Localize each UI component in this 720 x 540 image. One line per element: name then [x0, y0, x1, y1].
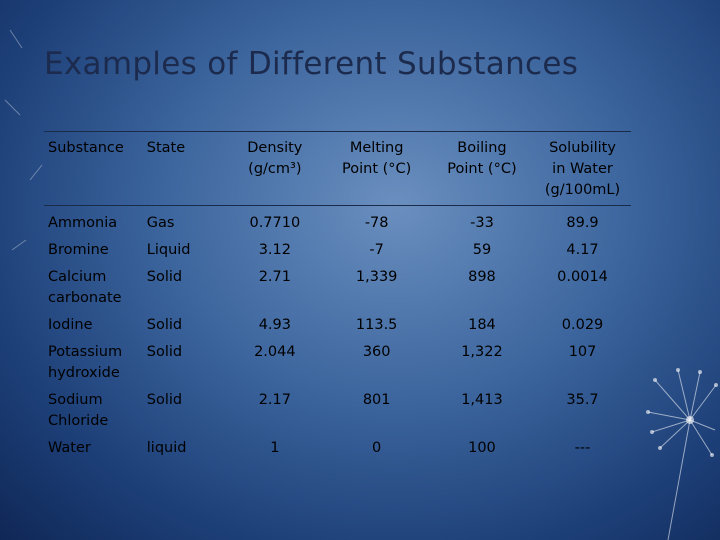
cell-state: Solid: [146, 317, 183, 333]
cell-melting: 360: [362, 344, 391, 360]
cell-solubility: 4.17: [566, 242, 599, 258]
table-header-row: Substance State Density (g/cm³) Melting …: [44, 131, 631, 206]
cell-substance: Sodium Chloride: [48, 392, 109, 429]
header-melting-point: Melting Point (°C): [342, 140, 412, 177]
cell-density: 2.71: [258, 269, 291, 285]
cell-substance: Ammonia: [48, 215, 118, 231]
cell-substance: Iodine: [48, 317, 93, 333]
cell-boiling: 1,413: [461, 392, 503, 408]
table-row: Iodine Solid 4.93 113.5 184 0.029: [44, 311, 631, 338]
table-row: Sodium Chloride Solid 2.17 801 1,413 35.…: [44, 386, 631, 434]
table-row: Bromine Liquid 3.12 -7 59 4.17: [44, 236, 631, 263]
header-boiling-point: Boiling Point (°C): [447, 140, 517, 177]
substances-table: Substance State Density (g/cm³) Melting …: [44, 131, 631, 461]
cell-density: 0.7710: [249, 215, 301, 231]
cell-substance: Calcium carbonate: [48, 269, 122, 306]
header-state: State: [146, 140, 186, 156]
cell-boiling: 1,322: [461, 344, 503, 360]
table-row: Potassium hydroxide Solid 2.044 360 1,32…: [44, 338, 631, 386]
cell-density: 3.12: [258, 242, 291, 258]
cell-solubility: 0.0014: [557, 269, 608, 285]
cell-substance: Potassium hydroxide: [48, 344, 123, 381]
cell-solubility: ---: [574, 440, 591, 456]
cell-substance: Water: [48, 440, 91, 456]
cell-density: 4.93: [258, 317, 291, 333]
cell-solubility: 35.7: [566, 392, 599, 408]
cell-state: liquid: [146, 440, 187, 456]
table-row: Water liquid 1 0 100 ---: [44, 434, 631, 461]
table-row: Ammonia Gas 0.7710 -78 -33 89.9: [44, 206, 631, 237]
cell-boiling: 100: [468, 440, 496, 456]
header-density: Density (g/cm³): [247, 140, 303, 177]
header-solubility: Solubility in Water (g/100mL): [544, 140, 621, 198]
cell-state: Liquid: [146, 242, 191, 258]
cell-boiling: 898: [468, 269, 496, 285]
cell-boiling: 59: [472, 242, 492, 258]
cell-solubility: 0.029: [561, 317, 604, 333]
cell-solubility: 89.9: [566, 215, 599, 231]
cell-melting: -7: [369, 242, 384, 258]
header-substance: Substance: [48, 140, 124, 156]
cell-substance: Bromine: [48, 242, 109, 258]
cell-melting: 0: [372, 440, 382, 456]
cell-melting: -78: [364, 215, 389, 231]
table-row: Calcium carbonate Solid 2.71 1,339 898 0…: [44, 263, 631, 311]
slide-title: Examples of Different Substances: [44, 46, 579, 82]
cell-state: Gas: [146, 215, 175, 231]
cell-solubility: 107: [568, 344, 597, 360]
cell-density: 2.044: [254, 344, 296, 360]
cell-state: Solid: [146, 344, 183, 360]
cell-melting: 801: [362, 392, 391, 408]
cell-state: Solid: [146, 392, 183, 408]
cell-density: 2.17: [258, 392, 291, 408]
cell-melting: 113.5: [355, 317, 398, 333]
cell-boiling: 184: [468, 317, 496, 333]
cell-state: Solid: [146, 269, 183, 285]
cell-density: 1: [270, 440, 280, 456]
cell-melting: 1,339: [355, 269, 398, 285]
cell-boiling: -33: [470, 215, 494, 231]
